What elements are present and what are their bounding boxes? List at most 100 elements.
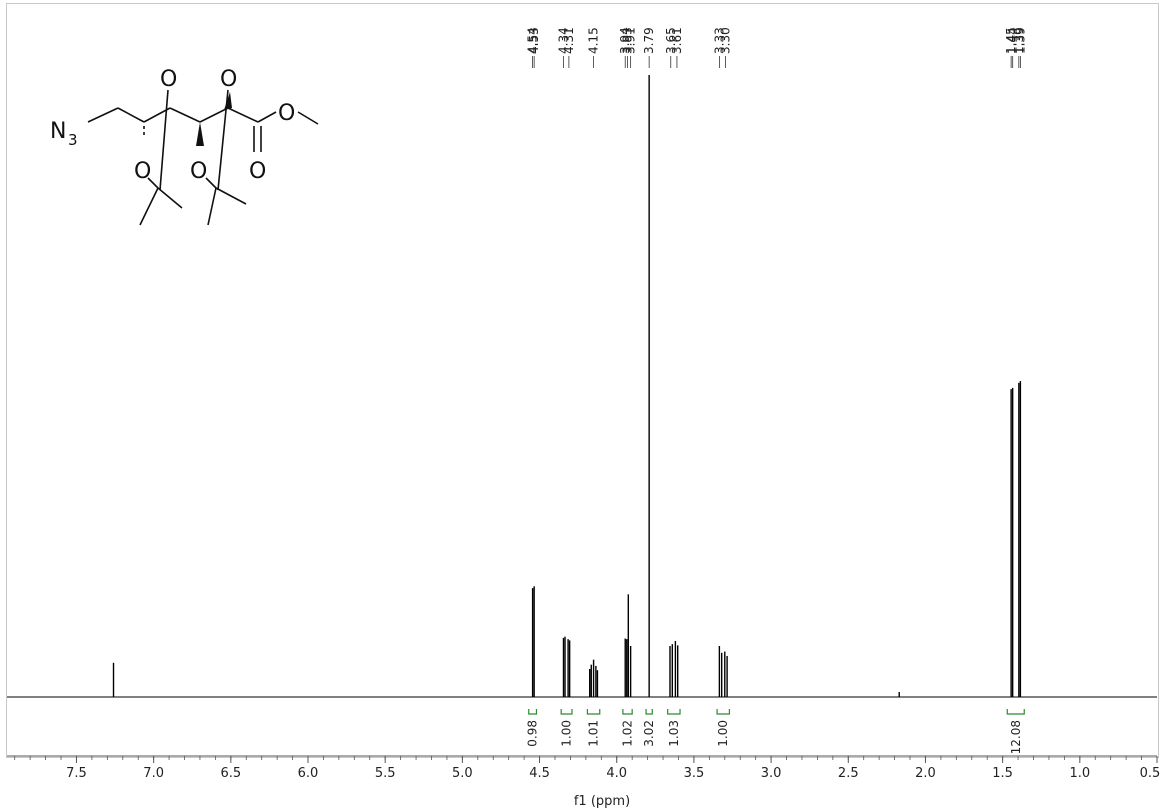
integral-value: 1.00 [716, 720, 730, 747]
bond [147, 177, 159, 189]
peak-label-text: 3.79 [642, 27, 656, 54]
integral: 1.03 [667, 709, 681, 747]
integral-value: 12.08 [1009, 720, 1023, 754]
x-tick-label: 6.5 [220, 766, 241, 781]
bond [157, 187, 183, 209]
peak-label: 4.15 [587, 27, 601, 68]
peak-label-text: 1.44 [1006, 27, 1020, 54]
peak-label: 4.54 [526, 27, 540, 68]
integral-bracket [560, 709, 573, 715]
x-tick-label: 1.0 [1069, 766, 1090, 781]
peak-label-text: 3.30 [719, 27, 733, 54]
peak-label-text: 4.54 [526, 27, 540, 54]
x-axis-title: f1 (ppm) [574, 794, 630, 808]
bond [139, 187, 159, 226]
integral: 1.01 [587, 709, 601, 747]
integral-bracket [645, 709, 653, 715]
x-tick-label: 3.0 [761, 766, 782, 781]
integral: 1.02 [621, 709, 635, 747]
bond [117, 107, 145, 123]
structure-labels: N 3 O O O O O O [50, 67, 295, 184]
peak-label-text: 1.39 [1013, 27, 1027, 54]
peak-label: 3.79 [642, 27, 656, 68]
oxygen-label: O [220, 67, 237, 92]
x-tick-label: 0.5 [1140, 766, 1161, 781]
x-tick-label: 4.0 [606, 766, 627, 781]
integral-value: 0.98 [526, 720, 540, 747]
peak-label-text: 1.39 [1012, 27, 1026, 54]
bond [207, 187, 217, 226]
x-tick-label: 2.0 [915, 766, 936, 781]
chemical-structure [87, 89, 319, 226]
integral-bracket [1006, 709, 1025, 715]
wedge-bond [224, 92, 232, 110]
integral-bracket [586, 709, 601, 715]
integral: 1.00 [716, 709, 730, 747]
peak-label: 4.34 [556, 27, 570, 68]
bond [297, 111, 319, 125]
bond [257, 111, 277, 123]
peak-labels-layer: 4.544.53 4.344.31 4.15 3.943.933.91 3.79 3.65… [526, 27, 1027, 68]
peak-label: 3.65 [664, 27, 678, 68]
bond [205, 177, 217, 189]
x-axis: 7.5 7.0 6.5 6.0 5.5 5.0 4.5 4.0 3.5 3.0 2.5 2.0 1.5 1… [7, 755, 1161, 781]
integral-bracket [716, 709, 731, 715]
integral-bracket [528, 709, 538, 715]
integral-value: 1.00 [560, 720, 574, 747]
oxygen-label: O [249, 159, 266, 184]
wedge-bond [196, 122, 204, 146]
x-tick-label: 5.0 [452, 766, 473, 781]
peak-label-text: 3.94 [618, 27, 632, 54]
x-tick-label: 3.5 [684, 766, 705, 781]
peak-label: 3.33 [712, 27, 726, 68]
bond [227, 107, 259, 123]
integral-bracket [622, 709, 633, 715]
peak-label-text: 4.15 [587, 27, 601, 54]
peak-label: 1.39 [1013, 27, 1027, 68]
spectrum-layer [7, 75, 1157, 698]
integral: 12.08 [1006, 709, 1025, 754]
peak-label: 3.93 [621, 27, 635, 68]
integral: 0.98 [526, 709, 540, 747]
integral-value: 1.01 [587, 720, 601, 747]
bond [87, 107, 119, 123]
x-tick-label: 7.0 [143, 766, 164, 781]
peak-label: 1.44 [1006, 27, 1020, 68]
peak-label: 4.31 [562, 27, 576, 68]
bond [159, 89, 169, 191]
peak-label-text: 3.33 [712, 27, 726, 54]
peak-label-text: 3.61 [670, 27, 684, 54]
x-tick-label: 6.0 [298, 766, 319, 781]
peak-label: 3.94 [618, 27, 632, 68]
integral-value: 1.03 [667, 720, 681, 747]
integral-value: 3.02 [642, 720, 656, 747]
peak-label-text: 4.53 [527, 27, 541, 54]
x-tick-label: 7.5 [66, 766, 87, 781]
peak-label: 3.61 [670, 27, 684, 68]
azide-label: N [50, 119, 66, 144]
integral-bracket [667, 709, 681, 715]
oxygen-label: O [134, 159, 151, 184]
peak-label-text: 4.31 [562, 27, 576, 54]
integral: 3.02 [642, 709, 656, 747]
peak-label: 3.91 [624, 27, 638, 68]
peak-label-text: 3.93 [621, 27, 635, 54]
peak-label: 3.30 [719, 27, 733, 68]
oxygen-label: O [278, 101, 295, 126]
integral-value: 1.02 [621, 720, 635, 747]
plot-frame [6, 3, 1159, 758]
peak-label-text: 1.45 [1004, 27, 1018, 54]
integral: 1.00 [560, 709, 574, 747]
x-tick-label: 1.5 [992, 766, 1013, 781]
peak-label: 1.45 [1004, 27, 1018, 68]
integrals-layer: 0.98 1.00 1.01 1.02 3.02 1.03 1.00 12.08 [526, 709, 1025, 754]
bond [199, 107, 229, 123]
peak-label: 4.53 [527, 27, 541, 68]
azide-subscript: 3 [68, 131, 78, 149]
bond [215, 187, 247, 205]
peak-label-text: 4.34 [556, 27, 570, 54]
peak-label-text: 3.65 [664, 27, 678, 54]
oxygen-label: O [160, 67, 177, 92]
